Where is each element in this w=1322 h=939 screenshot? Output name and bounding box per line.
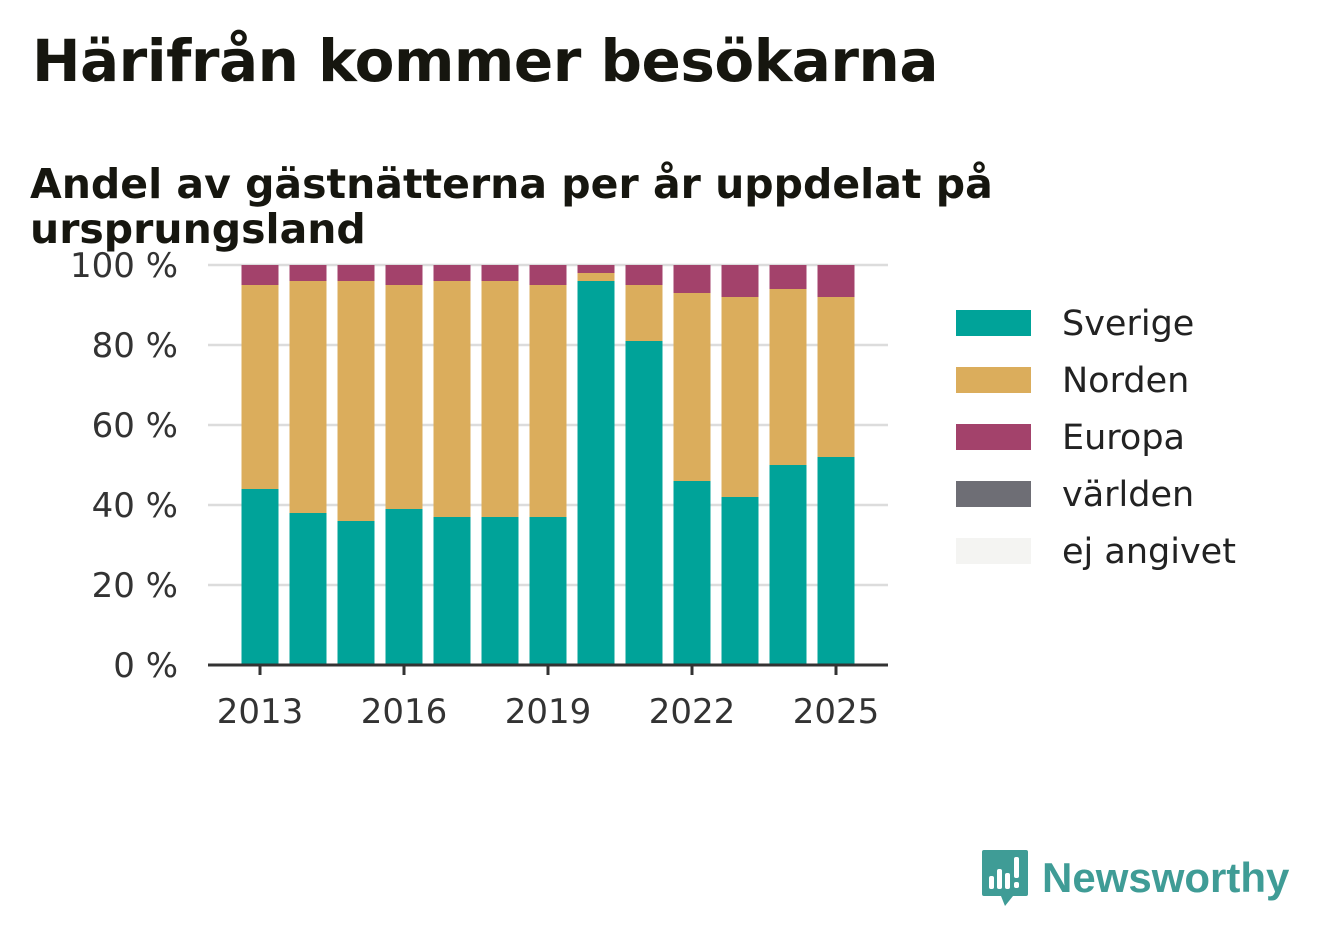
legend-swatch bbox=[956, 481, 1031, 507]
bar-segment-europa bbox=[241, 265, 279, 285]
bar-segment-norden bbox=[577, 273, 615, 281]
brand-name: Newsworthy bbox=[1042, 854, 1290, 901]
bar-segment-sverige bbox=[241, 489, 279, 665]
legend-label: ej angivet bbox=[1062, 532, 1236, 572]
bars bbox=[241, 265, 855, 665]
x-tick-label: 2019 bbox=[505, 692, 592, 732]
y-tick-label: 60 % bbox=[92, 406, 178, 446]
bar-segment-sverige bbox=[529, 517, 567, 665]
bar-segment-sverige bbox=[337, 521, 375, 665]
bar-segment-norden bbox=[673, 293, 711, 481]
legend-swatch bbox=[956, 538, 1031, 564]
y-tick-label: 20 % bbox=[92, 566, 178, 606]
legend-label: Sverige bbox=[1062, 304, 1194, 344]
chart-subtitle: Andel av gästnätterna per år uppdelat på… bbox=[30, 160, 993, 254]
legend: Sverige Norden Europa världen ej angivet bbox=[956, 304, 1236, 572]
bar-segment-europa bbox=[577, 265, 615, 273]
x-tick-label: 2016 bbox=[361, 692, 448, 732]
bar-segment-europa bbox=[769, 265, 807, 289]
x-tick-label: 2025 bbox=[793, 692, 880, 732]
bar-segment-norden bbox=[433, 281, 471, 517]
y-tick-label: 80 % bbox=[92, 326, 178, 366]
bar-segment-norden bbox=[289, 281, 327, 513]
bar-segment-sverige bbox=[577, 281, 615, 665]
legend-swatch bbox=[956, 310, 1031, 336]
bar-segment-europa bbox=[385, 265, 423, 285]
legend-label: världen bbox=[1062, 475, 1194, 515]
bar-segment-norden bbox=[481, 281, 519, 517]
bar-segment-europa bbox=[817, 265, 855, 297]
y-tick-label: 100 % bbox=[70, 246, 178, 286]
bar-segment-sverige bbox=[721, 497, 759, 665]
bar-segment-norden bbox=[385, 285, 423, 509]
bar-segment-europa bbox=[673, 265, 711, 293]
bar-segment-norden bbox=[241, 285, 279, 489]
bar-segment-sverige bbox=[433, 517, 471, 665]
legend-swatch bbox=[956, 367, 1031, 393]
bar-segment-europa bbox=[289, 265, 327, 281]
chart-title: Härifrån kommer besökarna bbox=[32, 27, 938, 95]
bar-segment-europa bbox=[529, 265, 567, 285]
bar-segment-europa bbox=[481, 265, 519, 281]
legend-label: Norden bbox=[1062, 361, 1189, 401]
bar-segment-sverige bbox=[817, 457, 855, 665]
bar-segment-sverige bbox=[385, 509, 423, 665]
bar-segment-europa bbox=[433, 265, 471, 281]
legend-swatch bbox=[956, 424, 1031, 450]
axes: 0 % 20 % 40 % 60 % 80 % 100 % 2013 2016 2019 2022… bbox=[70, 246, 888, 732]
bar-segment-europa bbox=[721, 265, 759, 297]
x-tick-label: 2013 bbox=[217, 692, 304, 732]
newsworthy-logo-icon bbox=[982, 850, 1028, 906]
legend-label: Europa bbox=[1062, 418, 1185, 458]
bar-segment-sverige bbox=[289, 513, 327, 665]
y-tick-label: 40 % bbox=[92, 486, 178, 526]
bar-segment-norden bbox=[625, 285, 663, 341]
bar-segment-norden bbox=[769, 289, 807, 465]
bar-segment-sverige bbox=[769, 465, 807, 665]
x-tick-label: 2022 bbox=[649, 692, 736, 732]
bar-segment-europa bbox=[625, 265, 663, 285]
bar-segment-norden bbox=[817, 297, 855, 457]
bar-segment-sverige bbox=[673, 481, 711, 665]
brand-logo: Newsworthy bbox=[980, 848, 1289, 908]
bar-segment-norden bbox=[337, 281, 375, 521]
bar-segment-norden bbox=[721, 297, 759, 497]
bar-segment-europa bbox=[337, 265, 375, 281]
bar-segment-norden bbox=[529, 285, 567, 517]
bar-segment-sverige bbox=[481, 517, 519, 665]
bar-segment-sverige bbox=[625, 341, 663, 665]
y-tick-label: 0 % bbox=[113, 646, 178, 686]
